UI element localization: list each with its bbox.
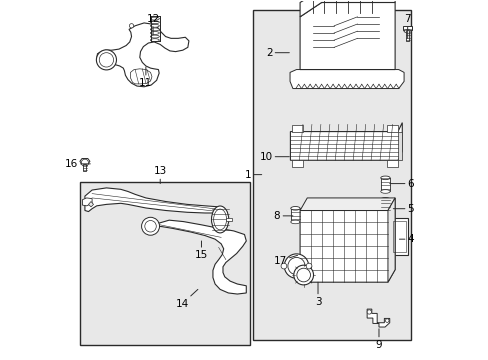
Circle shape bbox=[129, 24, 133, 28]
Circle shape bbox=[366, 310, 371, 314]
Ellipse shape bbox=[150, 35, 159, 38]
Circle shape bbox=[144, 221, 156, 232]
Polygon shape bbox=[80, 158, 90, 164]
Bar bbox=[225, 218, 232, 221]
Ellipse shape bbox=[150, 28, 159, 31]
Polygon shape bbox=[300, 0, 394, 17]
Circle shape bbox=[96, 50, 116, 70]
Polygon shape bbox=[97, 23, 188, 87]
Text: 12: 12 bbox=[146, 14, 160, 35]
Ellipse shape bbox=[284, 254, 308, 278]
Ellipse shape bbox=[380, 190, 389, 193]
Bar bbox=[386, 125, 397, 132]
Text: 11: 11 bbox=[139, 67, 152, 88]
Polygon shape bbox=[300, 198, 394, 282]
Ellipse shape bbox=[380, 176, 389, 180]
Ellipse shape bbox=[150, 32, 159, 35]
Bar bbox=[292, 125, 303, 132]
Text: 5: 5 bbox=[392, 204, 413, 214]
Ellipse shape bbox=[211, 206, 228, 233]
Circle shape bbox=[99, 53, 113, 67]
Bar bbox=[386, 159, 397, 167]
Ellipse shape bbox=[293, 265, 313, 285]
Bar bbox=[388, 221, 391, 226]
Polygon shape bbox=[366, 309, 389, 327]
Circle shape bbox=[385, 319, 388, 322]
Ellipse shape bbox=[380, 211, 389, 215]
Text: 1: 1 bbox=[244, 170, 261, 180]
Ellipse shape bbox=[287, 257, 305, 275]
Polygon shape bbox=[300, 198, 394, 211]
Polygon shape bbox=[387, 198, 394, 282]
Polygon shape bbox=[300, 3, 394, 69]
Ellipse shape bbox=[213, 209, 226, 230]
Ellipse shape bbox=[403, 30, 410, 33]
Ellipse shape bbox=[150, 21, 159, 24]
Ellipse shape bbox=[150, 17, 159, 20]
Polygon shape bbox=[289, 69, 403, 89]
Bar bbox=[392, 221, 405, 252]
Ellipse shape bbox=[296, 268, 310, 282]
Polygon shape bbox=[88, 202, 93, 207]
Polygon shape bbox=[82, 198, 92, 206]
Circle shape bbox=[142, 217, 159, 235]
Bar bbox=[83, 163, 86, 171]
Bar bbox=[290, 208, 300, 222]
Text: 10: 10 bbox=[259, 152, 289, 162]
Bar bbox=[380, 178, 389, 192]
Circle shape bbox=[281, 263, 286, 269]
Ellipse shape bbox=[150, 24, 159, 27]
Text: 17: 17 bbox=[273, 255, 297, 266]
Polygon shape bbox=[130, 69, 152, 84]
Text: 13: 13 bbox=[153, 166, 166, 184]
Bar bbox=[388, 247, 391, 252]
Ellipse shape bbox=[380, 198, 389, 201]
Polygon shape bbox=[85, 188, 219, 213]
Circle shape bbox=[81, 159, 88, 166]
Text: 6: 6 bbox=[389, 179, 413, 189]
Ellipse shape bbox=[150, 39, 159, 41]
Ellipse shape bbox=[290, 207, 300, 210]
Text: 3: 3 bbox=[314, 282, 321, 307]
Bar bbox=[403, 26, 411, 30]
Bar bbox=[292, 159, 303, 167]
Bar bbox=[380, 199, 389, 213]
Bar bbox=[391, 218, 407, 255]
Text: 14: 14 bbox=[175, 289, 198, 309]
Text: 8: 8 bbox=[273, 211, 292, 221]
Ellipse shape bbox=[290, 220, 300, 224]
Bar bbox=[253, 10, 410, 339]
Text: 9: 9 bbox=[375, 329, 382, 350]
Bar bbox=[405, 30, 408, 41]
Text: 2: 2 bbox=[265, 48, 289, 58]
Polygon shape bbox=[290, 123, 402, 160]
Text: 4: 4 bbox=[399, 234, 413, 244]
Bar bbox=[397, 132, 402, 160]
Circle shape bbox=[305, 263, 311, 269]
Text: 7: 7 bbox=[404, 14, 410, 39]
Bar bbox=[150, 17, 159, 41]
Text: 15: 15 bbox=[194, 241, 208, 260]
Text: 16: 16 bbox=[64, 159, 90, 169]
Polygon shape bbox=[149, 220, 246, 294]
Bar bbox=[80, 182, 249, 345]
